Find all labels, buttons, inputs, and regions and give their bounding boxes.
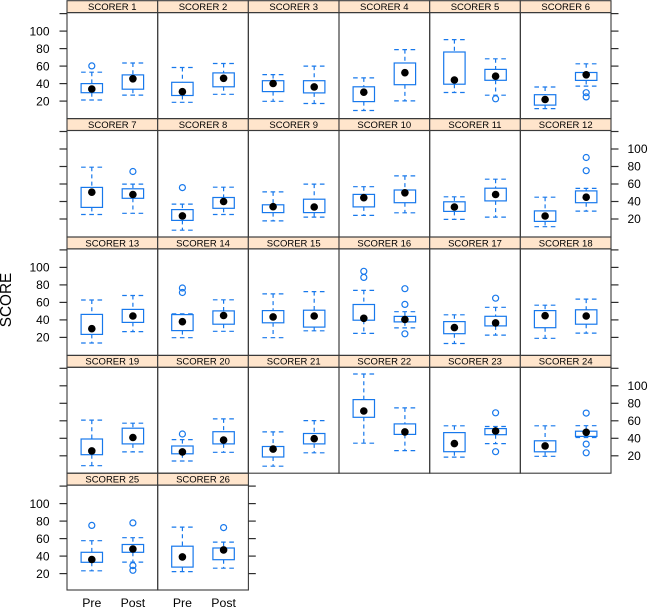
svg-text:60: 60 (36, 296, 50, 310)
svg-text:SCORER 3: SCORER 3 (269, 2, 318, 13)
svg-text:SCORER 13: SCORER 13 (85, 238, 139, 249)
svg-text:100: 100 (628, 142, 648, 156)
svg-text:SCORER 8: SCORER 8 (179, 120, 228, 131)
svg-text:SCORER 16: SCORER 16 (357, 238, 411, 249)
svg-text:SCORER 22: SCORER 22 (357, 357, 411, 368)
svg-text:SCORER 15: SCORER 15 (267, 238, 321, 249)
svg-text:SCORER 18: SCORER 18 (539, 238, 593, 249)
svg-text:40: 40 (36, 313, 50, 327)
svg-text:60: 60 (628, 177, 642, 191)
svg-text:SCORER 1: SCORER 1 (88, 2, 137, 13)
svg-text:SCORER 6: SCORER 6 (541, 2, 590, 13)
svg-text:SCORER 25: SCORER 25 (85, 475, 139, 486)
svg-text:20: 20 (36, 94, 50, 108)
svg-text:Pre: Pre (82, 596, 101, 609)
svg-text:SCORER 14: SCORER 14 (176, 238, 230, 249)
svg-text:20: 20 (628, 449, 642, 463)
svg-text:Pre: Pre (173, 596, 192, 609)
svg-text:20: 20 (36, 567, 50, 581)
svg-text:SCORER 11: SCORER 11 (448, 120, 501, 131)
svg-text:SCORER 10: SCORER 10 (357, 120, 411, 131)
svg-text:100: 100 (29, 497, 49, 511)
svg-text:SCORER 9: SCORER 9 (269, 120, 318, 131)
svg-text:40: 40 (36, 77, 50, 91)
svg-text:SCORER 2: SCORER 2 (179, 2, 228, 13)
svg-text:80: 80 (36, 514, 50, 528)
svg-text:80: 80 (628, 160, 642, 174)
svg-text:20: 20 (628, 212, 642, 226)
svg-text:40: 40 (628, 195, 642, 209)
svg-text:SCORER 23: SCORER 23 (448, 357, 502, 368)
svg-text:SCORER 4: SCORER 4 (360, 2, 409, 13)
svg-text:Post: Post (121, 596, 146, 609)
svg-text:80: 80 (36, 278, 50, 292)
svg-text:SCORER 7: SCORER 7 (88, 120, 137, 131)
svg-text:SCORER 21: SCORER 21 (267, 357, 321, 368)
svg-text:100: 100 (29, 261, 49, 275)
svg-text:40: 40 (628, 432, 642, 446)
svg-text:SCORER 5: SCORER 5 (451, 2, 500, 13)
svg-text:40: 40 (36, 549, 50, 563)
svg-text:80: 80 (628, 397, 642, 411)
svg-text:100: 100 (29, 24, 49, 38)
svg-text:SCORER 19: SCORER 19 (85, 357, 139, 368)
svg-text:SCORER 20: SCORER 20 (176, 357, 230, 368)
svg-text:SCORER 24: SCORER 24 (539, 357, 593, 368)
svg-text:80: 80 (36, 42, 50, 56)
svg-text:SCORE: SCORE (0, 273, 15, 327)
svg-text:60: 60 (36, 59, 50, 73)
svg-text:20: 20 (36, 331, 50, 345)
svg-text:SCORER 12: SCORER 12 (539, 120, 593, 131)
svg-text:60: 60 (36, 532, 50, 546)
svg-text:Post: Post (211, 596, 236, 609)
svg-text:SCORER 26: SCORER 26 (176, 475, 230, 486)
svg-text:60: 60 (628, 414, 642, 428)
svg-text:100: 100 (628, 379, 648, 393)
svg-text:SCORER 17: SCORER 17 (448, 238, 502, 249)
